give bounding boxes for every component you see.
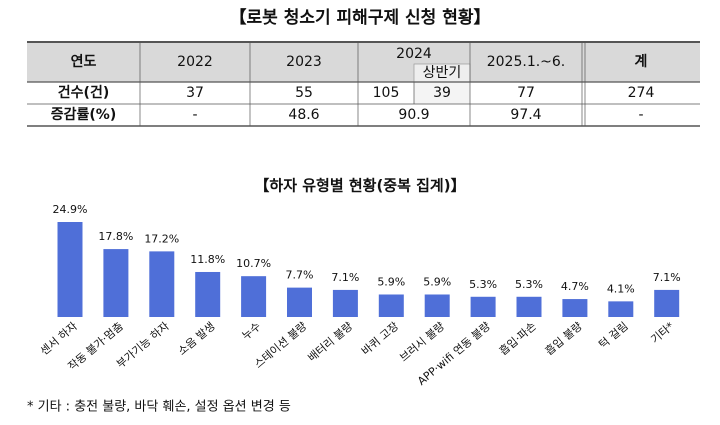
value-label: 5.3%	[469, 278, 497, 291]
bar	[562, 299, 588, 317]
header-bg	[27, 42, 700, 82]
table-cell: 77	[517, 85, 535, 101]
table-cell: 105	[373, 85, 400, 101]
x-tick-label: 센서 하자	[37, 319, 80, 358]
bar	[241, 276, 267, 317]
bar	[470, 296, 496, 317]
value-label: 4.7%	[561, 280, 589, 293]
table-cell: 97.4	[510, 107, 541, 123]
x-tick-label: 기타*	[648, 319, 676, 346]
table-cell: 90.9	[398, 107, 429, 123]
table-cell: 증감률(%)	[51, 106, 116, 123]
bar	[332, 289, 358, 317]
bar	[149, 251, 175, 317]
chart-title: 【하자 유형별 현황(중복 집계)】	[254, 177, 465, 195]
value-label: 10.7%	[236, 257, 271, 270]
value-label: 5.9%	[377, 275, 405, 288]
value-label: 5.9%	[423, 275, 451, 288]
bar	[608, 301, 634, 317]
bar	[57, 222, 83, 317]
table-cell: 건수(건)	[58, 84, 109, 101]
table-cell: 274	[628, 85, 655, 101]
value-label: 24.9%	[53, 203, 88, 216]
x-tick-label: 바퀴 고장	[359, 320, 401, 358]
header-cell: 연도	[71, 54, 97, 70]
table-cell: 39	[433, 85, 451, 101]
table-cell: 48.6	[288, 107, 319, 123]
table-cell: 37	[186, 85, 204, 101]
x-tick-label: 흡입·파손	[496, 319, 539, 358]
bar	[195, 271, 221, 317]
sub-cell-bg	[414, 82, 470, 104]
table-cell: -	[192, 107, 197, 123]
value-label: 17.8%	[98, 230, 133, 243]
header-cell: 계	[635, 54, 648, 70]
bar	[378, 294, 404, 317]
sub-header-cell: 상반기	[423, 65, 462, 81]
x-tick-label: 흡입 불량	[542, 319, 585, 358]
table-cell: -	[638, 107, 643, 123]
value-label: 17.2%	[144, 232, 179, 245]
x-tick-label: 누수	[240, 320, 264, 343]
header-cell: 2023	[286, 54, 322, 70]
bar	[287, 287, 312, 317]
bar	[103, 249, 129, 317]
bar	[654, 289, 680, 317]
value-label: 7.1%	[331, 271, 359, 284]
header-cell: 2024	[396, 46, 432, 62]
x-tick-label: 배터리 불량	[305, 320, 355, 365]
value-label: 7.7%	[286, 269, 314, 282]
bar	[424, 294, 450, 317]
value-label: 11.8%	[190, 253, 225, 266]
value-label: 7.1%	[653, 271, 681, 284]
bar	[516, 296, 542, 317]
x-tick-label: 소음 발생	[176, 320, 218, 358]
table-cell: 55	[295, 85, 313, 101]
x-tick-label: 턱 걸림	[596, 320, 630, 352]
footnote: * 기타 : 충전 불량, 바닥 훼손, 설정 옵션 변경 등	[27, 400, 291, 415]
header-cell: 2025.1.~6.	[487, 54, 566, 70]
header-cell: 2022	[177, 54, 213, 70]
value-label: 5.3%	[515, 278, 543, 291]
table-title: 【로봇 청소기 피해구제 신청 현황】	[230, 7, 491, 28]
value-label: 4.1%	[607, 282, 635, 295]
